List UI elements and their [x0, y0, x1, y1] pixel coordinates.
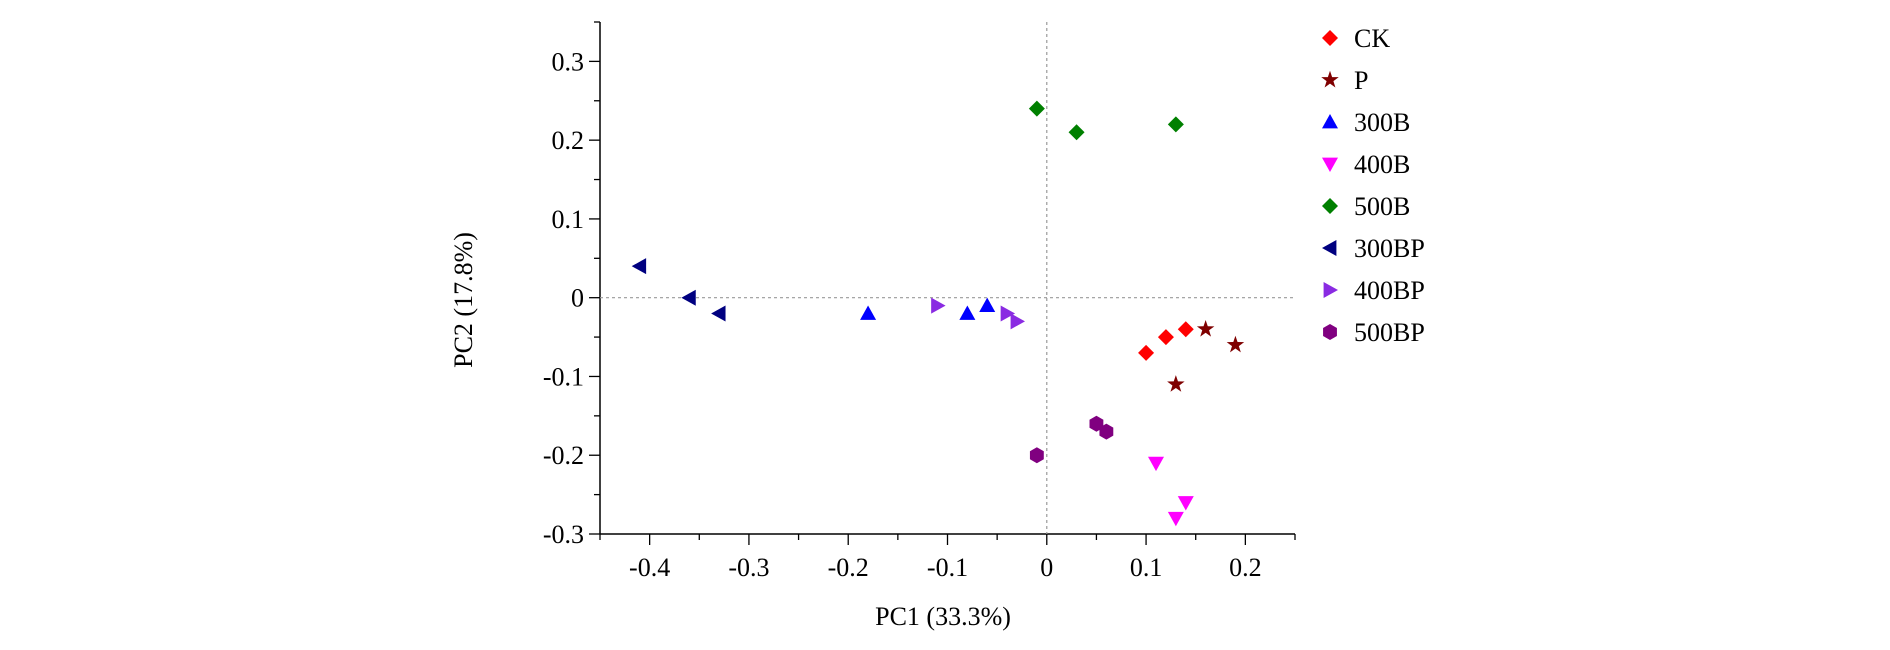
point-ck: [1138, 344, 1155, 361]
point-300bp: [681, 289, 696, 306]
legend-label-p: P: [1354, 66, 1368, 95]
x-tick-label: -0.4: [629, 553, 670, 582]
point-300b: [959, 305, 976, 320]
legend-marker-p: [1321, 70, 1339, 88]
x-tick-label: 0.2: [1229, 553, 1262, 582]
legend-marker-500bp: [1323, 324, 1337, 340]
legend-marker-300b: [1322, 114, 1338, 129]
point-p: [1196, 320, 1215, 337]
point-500bp: [1029, 447, 1044, 464]
legend-marker-500b: [1322, 198, 1338, 214]
point-400bp: [1010, 313, 1025, 330]
legend-label-400b: 400B: [1354, 150, 1410, 179]
legend-label-400bp: 400BP: [1354, 276, 1425, 305]
point-p: [1226, 335, 1245, 353]
point-500bp: [1099, 423, 1114, 440]
legend-marker-300bp: [1322, 240, 1337, 256]
y-tick-label: 0.1: [552, 205, 585, 234]
x-tick-label: 0.1: [1130, 553, 1163, 582]
legend-label-300b: 300B: [1354, 108, 1410, 137]
point-400b: [1177, 496, 1194, 511]
legend-label-500b: 500B: [1354, 192, 1410, 221]
data-points: [631, 100, 1245, 527]
point-300b: [979, 297, 996, 312]
y-tick-label: 0.2: [552, 126, 585, 155]
x-tick-label: -0.3: [728, 553, 769, 582]
legend-label-300bp: 300BP: [1354, 234, 1425, 263]
x-axis-label: PC1 (33.3%): [875, 602, 1011, 631]
point-300bp: [711, 305, 726, 322]
x-tick-label: 0: [1040, 553, 1053, 582]
y-tick-label: -0.3: [543, 520, 584, 549]
point-ck: [1177, 321, 1194, 338]
legend: CK P 300B 400B 500B 300BP 400BP 500BP: [1321, 24, 1425, 347]
point-500b: [1167, 116, 1184, 133]
point-300bp: [631, 258, 647, 275]
y-tick-label: -0.2: [543, 441, 584, 470]
point-400b: [1148, 456, 1164, 472]
point-300b: [860, 305, 877, 320]
point-400bp: [1000, 305, 1016, 322]
x-tick-label: -0.1: [927, 553, 968, 582]
point-p: [1167, 375, 1185, 392]
x-tick-label: -0.2: [828, 553, 869, 582]
legend-marker-ck: [1322, 30, 1338, 46]
point-400bp: [931, 297, 946, 314]
point-ck: [1157, 329, 1174, 346]
y-tick-label: 0: [571, 284, 584, 313]
point-500b: [1068, 124, 1085, 141]
y-tick-label: -0.1: [543, 362, 584, 391]
y-tick-label: 0.3: [552, 47, 585, 76]
axes: -0.4 -0.3 -0.2 -0.1 0 0.1 0.2 0.3 0.2 0.1 0 -0.1 -0.…: [543, 21, 1296, 582]
legend-marker-400b: [1322, 157, 1338, 172]
point-500b: [1028, 100, 1045, 117]
y-axis-label: PC2 (17.8%): [449, 232, 478, 368]
legend-label-ck: CK: [1354, 24, 1390, 53]
legend-label-500bp: 500BP: [1354, 318, 1425, 347]
point-400b: [1167, 511, 1184, 527]
legend-marker-400bp: [1323, 282, 1338, 298]
